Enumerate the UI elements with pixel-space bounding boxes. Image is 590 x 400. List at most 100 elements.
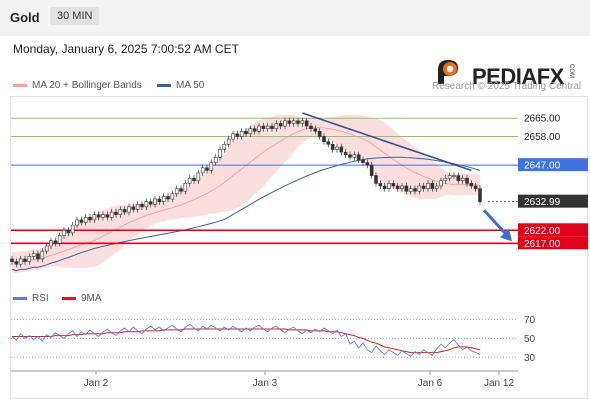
rsi-ma-swatch [62,296,76,300]
candle-body [157,198,162,202]
candle-body [378,183,383,187]
candle-body [330,144,335,150]
candle-body [36,253,40,260]
level-pivot-2: 2647.00 [11,158,588,172]
candle-body [200,167,205,174]
candle-body [248,128,253,135]
candle-body [92,214,97,221]
candle-body [79,219,84,223]
candle-body [343,151,348,156]
candle-body [387,183,391,189]
candle-body [439,180,443,187]
candle-body [10,258,14,262]
rsi-swatch [13,296,27,300]
symbol-label: Gold [10,10,40,25]
candle-body [127,206,131,213]
candle-body [88,216,92,221]
level-label: 2647.00 [524,161,561,172]
candle-body [404,185,409,192]
candle-body [317,130,322,137]
candle-body [460,177,465,182]
rsi-tick-label: 50 [524,334,536,345]
price-legend-ma50: MA 50 [157,80,204,91]
candle-body [326,141,331,145]
rsi-ma-legend: 9MA [62,293,102,304]
price-legend-bb: MA 20 + Bollinger Bands [13,80,142,91]
candle-body [174,188,179,195]
candle-body [140,203,144,208]
candle-body [114,211,118,215]
x-tick-label: Jan 2 [84,378,109,389]
candle-body [75,219,79,226]
candle-body [231,133,235,140]
candle-body [40,250,45,260]
candle-body [270,125,274,129]
candle-body [96,214,101,218]
candle-body [300,120,305,124]
ma50-legend-label: MA 50 [176,80,205,91]
candle-body [335,146,339,150]
x-tick-label: Jan 6 [418,378,443,389]
candle-body [18,258,23,265]
candle-body [257,125,261,132]
candle-body [374,175,378,184]
forecast-arrow-shaft [482,209,510,238]
candle-body [421,185,426,189]
candle-body [309,125,313,129]
candle-body [153,198,157,205]
ma50-swatch [157,83,171,87]
candle-body [456,175,461,182]
level-label: 2658.00 [524,132,561,143]
bollinger-band [12,114,480,274]
rsi-line [11,323,481,357]
candle-body [222,144,227,150]
candle-body [348,154,352,158]
candle-body [31,253,36,257]
candle-body [430,183,435,189]
trendline [302,112,472,172]
rsi-ma-legend-label: 9MA [81,293,102,304]
candle-body [473,185,478,189]
level-support-5: 2617.00 [11,236,588,250]
candle-body [101,214,105,218]
candle-body [109,211,114,218]
candle-body [66,230,71,234]
candle-body [447,175,452,179]
x-tick-label: Jan 3 [253,378,278,389]
candle-body [443,177,448,182]
level-resistance-0: 2665.00 [11,114,561,125]
candle-body [196,172,201,182]
candle-body [49,240,53,247]
candle-body [62,230,66,236]
candle-body [213,157,218,163]
candle-body [192,177,196,182]
candle-body [131,206,136,210]
candle-body [179,188,183,192]
candle-body [53,240,58,244]
candle-body [105,214,110,218]
candle-body [417,185,422,192]
level-label: 2632.99 [524,197,561,208]
candles [10,117,482,268]
bb-swatch [13,83,27,87]
candle-body [291,120,296,124]
copyright: Research © 2025 Trading Central [432,81,582,92]
level-label-box [518,194,588,208]
candle-body [183,183,188,192]
candle-body [478,188,482,202]
top-bar: Gold 30 MIN [0,0,590,36]
candle-body [408,188,413,192]
timestamp: Monday, January 6, 2025 7:00:52 AM CET [13,42,239,56]
timeframe-button[interactable]: 30 MIN [50,7,100,25]
candle-body [313,128,318,132]
candle-body [395,185,400,189]
candle-body [170,193,175,200]
candle-body [426,183,430,189]
candle-body [70,224,75,234]
candle-body [57,235,62,244]
candle-body [166,196,170,200]
candle-body [27,256,32,262]
candle-body [452,175,456,177]
candle-body [361,159,365,163]
